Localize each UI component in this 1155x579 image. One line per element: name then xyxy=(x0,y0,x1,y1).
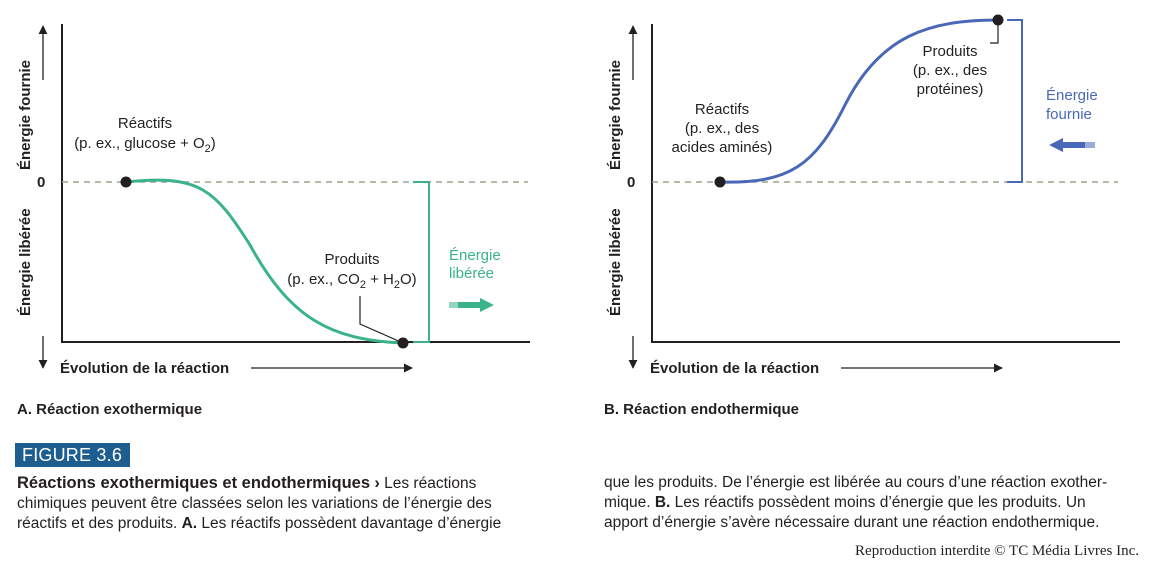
caption-left-line-3: réactifs et des produits. A. Les réactif… xyxy=(17,514,577,534)
copyright-notice: Reproduction interdite © TC Média Livres… xyxy=(855,543,1139,559)
caption-left-text-3a: réactifs et des produits. xyxy=(17,515,182,532)
caption-right: que les produits. De l’énergie est libér… xyxy=(604,473,1144,533)
panel-a-x-axis-label: Évolution de la réaction xyxy=(60,360,229,377)
panel-b-input-arrow-icon xyxy=(1049,138,1095,152)
panel-a-y-lower-label: Énergie libérée xyxy=(17,208,34,316)
panel-a-energy-bracket xyxy=(413,181,430,343)
panel-b-products-example-1: (p. ex., des xyxy=(913,62,987,79)
panel-a-exothermic: Énergie fournie Énergie libérée 0 Réacti… xyxy=(17,24,530,377)
panel-a-energy-label-2: libérée xyxy=(449,265,494,282)
energy-diagrams: Énergie fournie Énergie libérée 0 Réacti… xyxy=(17,14,1120,377)
caption-left-bold-a: A. xyxy=(181,515,198,532)
panel-b-energy-bracket xyxy=(1007,19,1023,183)
caption-heading: Réactions exothermiques et endothermique… xyxy=(17,474,371,492)
panel-b-energy-curve xyxy=(719,18,999,184)
panel-a-y-upper-label: Énergie fournie xyxy=(17,60,34,170)
caption-arrow: › xyxy=(374,474,380,492)
panel-b-products-example-2: protéines) xyxy=(917,81,984,98)
panel-a-reactants-point xyxy=(120,176,132,188)
panel-b-x-axis-label: Évolution de la réaction xyxy=(650,360,819,377)
caption-left-text-3b: Les réactifs possèdent davantage d’énerg… xyxy=(197,515,502,532)
caption-right-text-2b: Les réactifs possèdent moins d’énergie q… xyxy=(670,494,1086,511)
caption-left-line-2: chimiques peuvent être classées selon le… xyxy=(17,495,492,512)
panel-a-products-example: (p. ex., CO2 + H2O) xyxy=(287,271,416,291)
caption-right-line-2: mique. B. Les réactifs possèdent moins d… xyxy=(604,493,1144,513)
panel-a-zero-label: 0 xyxy=(37,174,45,191)
panel-b-products-label: Produits xyxy=(922,43,977,60)
panel-b-caption: B. Réaction endothermique xyxy=(604,401,800,418)
panel-b-y-upper-label: Énergie fournie xyxy=(607,60,624,170)
figure-label: FIGURE 3.6 xyxy=(15,443,131,467)
panel-a-caption: A. Réaction exothermique xyxy=(17,401,203,418)
caption-right-text-2a: mique. xyxy=(604,494,655,511)
panel-a-reactants-label: Réactifs xyxy=(118,115,172,132)
caption-right-bold-b: B. xyxy=(654,494,671,511)
panel-b-reactants-label: Réactifs xyxy=(695,101,749,118)
caption-left-line-1: Réactions exothermiques et endothermique… xyxy=(17,473,577,494)
caption-right-line-1: que les produits. De l’énergie est libér… xyxy=(604,474,1108,491)
panel-b-reactants-point xyxy=(714,176,726,188)
panel-a-energy-label-1: Énergie xyxy=(449,247,501,264)
panel-a-products-leader xyxy=(359,296,404,344)
panel-b-energy-label-1: Énergie xyxy=(1046,87,1098,104)
panel-b-products-leader xyxy=(990,20,999,44)
panel-a-products-label: Produits xyxy=(324,251,379,268)
caption-left-text-1: Les réactions xyxy=(379,475,477,492)
caption-left: Réactions exothermiques et endothermique… xyxy=(17,473,577,534)
panel-b-y-lower-label: Énergie libérée xyxy=(607,208,624,316)
caption-right-line-3: apport d’énergie s’avère nécessaire dura… xyxy=(604,514,1100,531)
panel-b-endothermic: Énergie fournie Énergie libérée 0 Réacti… xyxy=(607,14,1120,377)
panel-b-energy-label-2: fournie xyxy=(1046,106,1092,123)
panel-b-reactants-example-1: (p. ex., des xyxy=(685,120,759,137)
panel-a-reactants-example: (p. ex., glucose + O2) xyxy=(74,135,216,155)
panel-b-zero-label: 0 xyxy=(627,174,635,191)
panel-a-energy-curve xyxy=(125,178,404,345)
panel-b-reactants-example-2: acides aminés) xyxy=(672,139,773,156)
panel-a-release-arrow-icon xyxy=(449,298,494,312)
